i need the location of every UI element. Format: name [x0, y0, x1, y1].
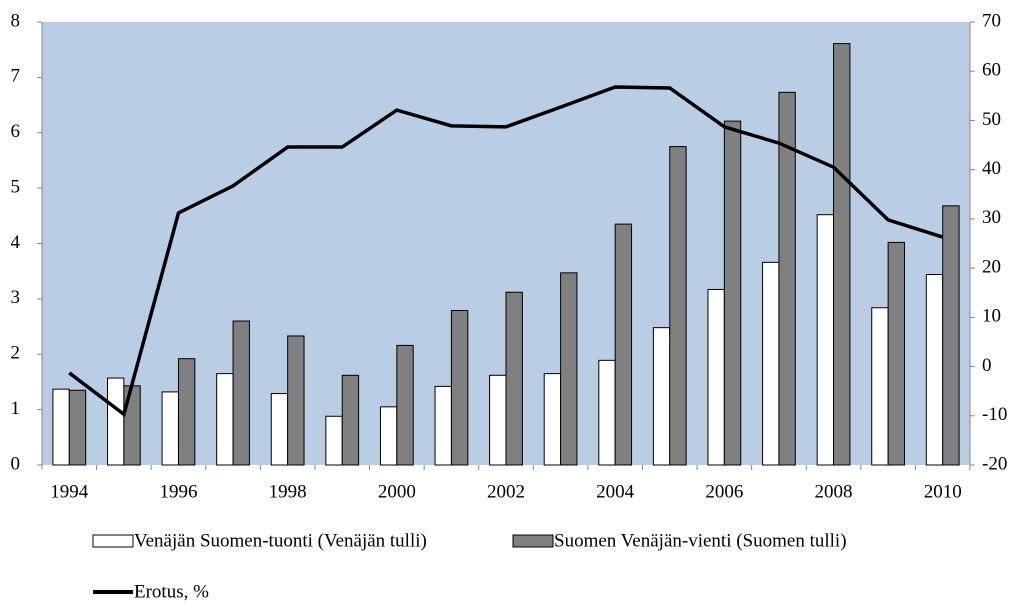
bar — [614, 223, 633, 466]
legend-swatch — [512, 534, 554, 548]
bar — [778, 91, 796, 466]
y-tick-label: 8 — [11, 10, 21, 31]
legend-swatch — [92, 534, 134, 548]
legend-label: Venäjän Suomen-tuonti (Venäjän tulli) — [134, 530, 427, 551]
y2-tick-label: 60 — [982, 60, 1001, 81]
y2-tick-label: 0 — [982, 355, 992, 376]
bar — [833, 43, 851, 466]
legend-swatch — [93, 590, 133, 594]
y-tick-label: 0 — [11, 453, 21, 474]
bar — [450, 310, 469, 466]
x-tick-label: 2008 — [815, 481, 853, 502]
bar — [161, 391, 179, 466]
y-tick-label: 3 — [11, 287, 21, 308]
bar — [598, 359, 616, 466]
bar — [762, 261, 780, 466]
x-tick-label: 1998 — [269, 481, 307, 502]
x-tick-label: 2006 — [705, 481, 743, 502]
y2-tick-label: 20 — [982, 256, 1001, 277]
x-tick-label: 2004 — [596, 481, 635, 502]
y-tick-label: 4 — [11, 232, 21, 253]
x-tick-label: 2002 — [487, 481, 525, 502]
bar — [68, 389, 87, 466]
bar — [543, 373, 562, 466]
bar — [232, 320, 250, 466]
bar — [107, 377, 125, 466]
bar — [925, 274, 944, 466]
legend-label: Erotus, % — [134, 581, 209, 602]
x-tick-label: 1996 — [159, 481, 197, 502]
bar — [707, 288, 725, 466]
bar — [216, 373, 234, 466]
bar — [287, 335, 305, 466]
x-tick-label: 2000 — [378, 481, 416, 502]
bar — [669, 146, 687, 466]
bar — [816, 214, 835, 466]
y2-tick-label: -10 — [982, 404, 1007, 425]
bar — [652, 327, 671, 466]
line — [68, 85, 944, 418]
y2-tick-label: 40 — [982, 158, 1001, 179]
bar — [379, 406, 398, 466]
bar — [871, 307, 889, 466]
bar — [942, 205, 960, 466]
x-tick-label: 2010 — [924, 481, 962, 502]
bar — [560, 272, 578, 466]
y2-tick-label: 10 — [982, 306, 1001, 327]
y2-tick-label: 70 — [982, 10, 1001, 31]
bar — [489, 374, 507, 466]
bar — [434, 385, 452, 466]
legend-label: Suomen Venäjän-vienti (Suomen tulli) — [554, 530, 847, 551]
bar — [341, 374, 360, 466]
bar — [505, 291, 523, 466]
bar — [396, 344, 414, 466]
y2-tick-label: 30 — [982, 207, 1001, 228]
bar — [887, 241, 905, 466]
bar — [270, 393, 289, 466]
bar — [723, 120, 742, 466]
y2-tick-label: -20 — [982, 453, 1007, 474]
y2-tick-label: 50 — [982, 109, 1001, 130]
y-tick-label: 7 — [11, 66, 21, 87]
bar — [52, 388, 70, 466]
bar — [177, 358, 196, 466]
y-tick-label: 1 — [11, 398, 21, 419]
bar — [325, 415, 343, 466]
y-tick-label: 5 — [11, 176, 21, 197]
bar — [123, 385, 141, 466]
y-tick-label: 2 — [11, 343, 21, 364]
x-tick-label: 1994 — [50, 481, 89, 502]
y-tick-label: 6 — [11, 121, 21, 142]
